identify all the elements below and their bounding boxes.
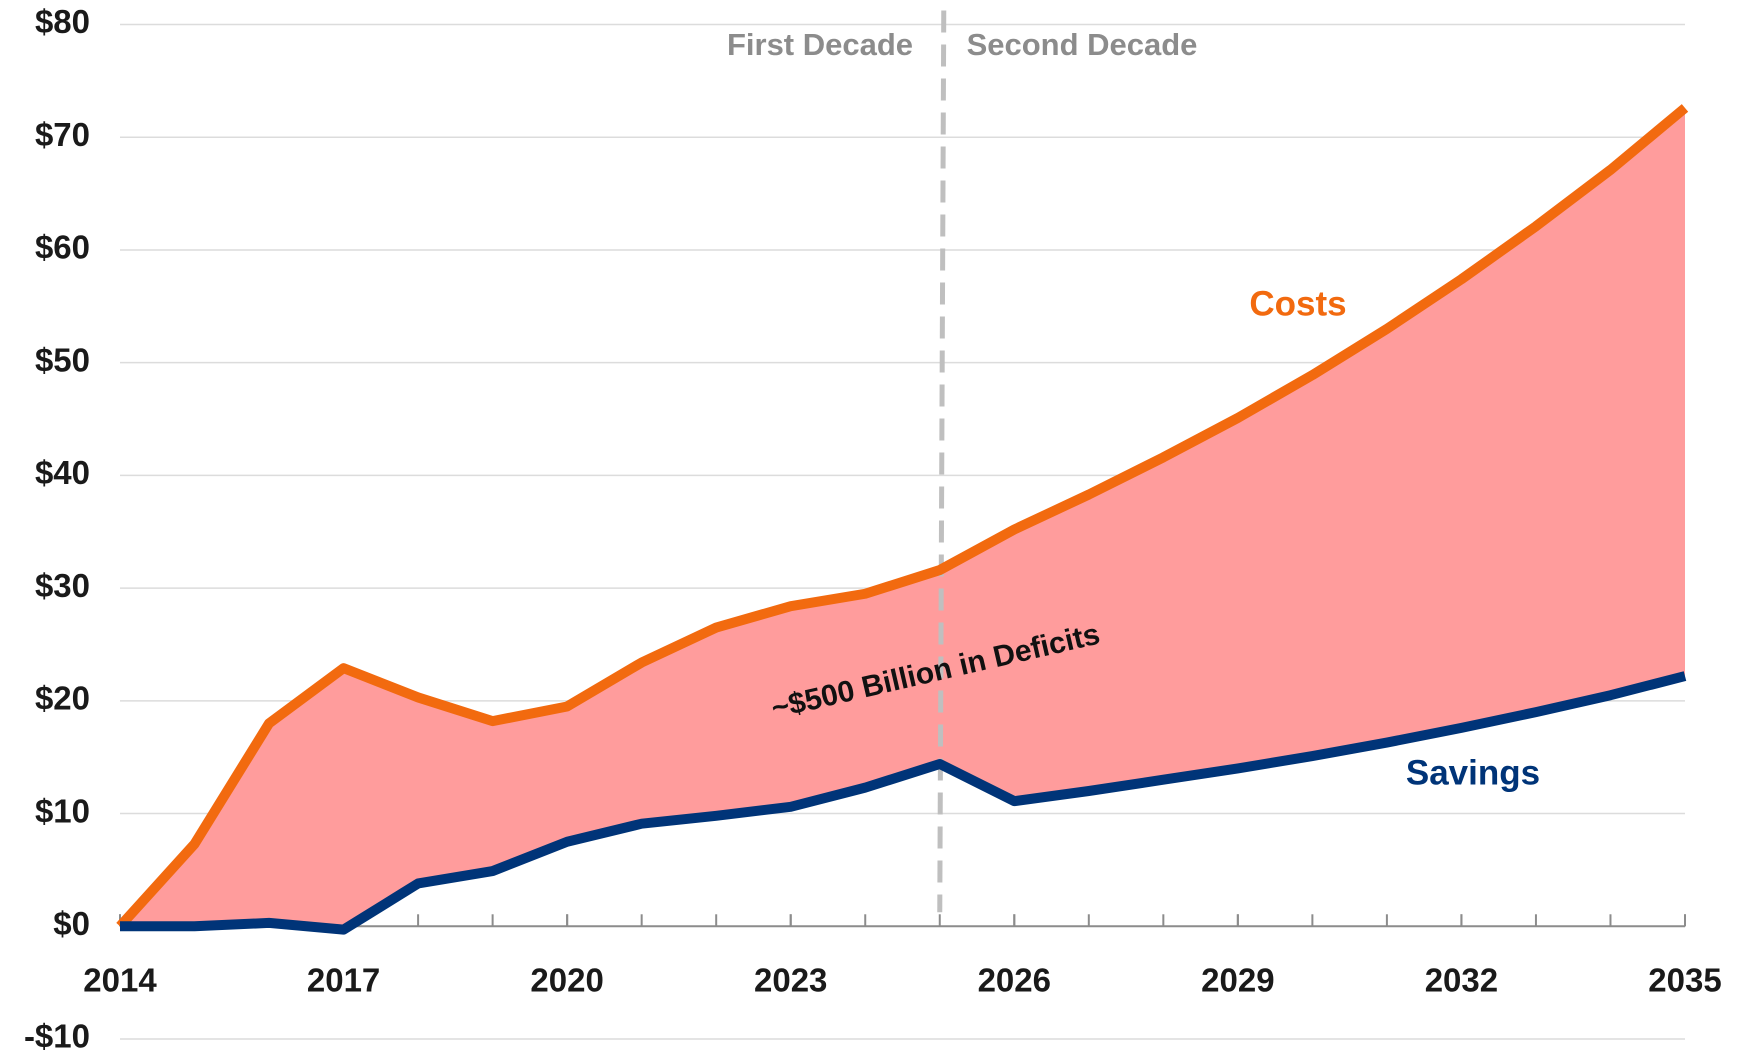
series-line	[116, 104, 1689, 930]
annotation: Second Decade	[967, 27, 1198, 62]
y-tick-label: $80	[35, 3, 90, 40]
y-tick-label: $70	[35, 116, 90, 153]
y-tick-label: $0	[53, 905, 90, 942]
y-tick-label: -$10	[24, 1018, 90, 1055]
x-tick-label: 2029	[1201, 962, 1274, 999]
x-tick-label: 2023	[754, 962, 827, 999]
y-tick-label: $20	[35, 680, 90, 717]
x-tick-label: 2035	[1648, 962, 1721, 999]
series-line	[120, 671, 1687, 935]
annotation: First Decade	[727, 27, 913, 62]
y-tick-label: $10	[35, 792, 90, 829]
y-tick-label: $50	[35, 341, 90, 378]
series-label: Savings	[1406, 753, 1540, 792]
x-tick-label: 2026	[978, 962, 1051, 999]
y-tick-label: $60	[35, 229, 90, 266]
decade-divider	[937, 10, 947, 913]
x-tick-label: 2032	[1425, 962, 1498, 999]
series-label: Costs	[1249, 284, 1346, 323]
deficit-area	[120, 107, 1685, 930]
x-tick-label: 2020	[530, 962, 603, 999]
x-tick-label: 2017	[307, 962, 380, 999]
y-tick-label: $30	[35, 567, 90, 604]
y-tick-label: $40	[35, 454, 90, 491]
x-tick-label: 2014	[83, 962, 157, 999]
